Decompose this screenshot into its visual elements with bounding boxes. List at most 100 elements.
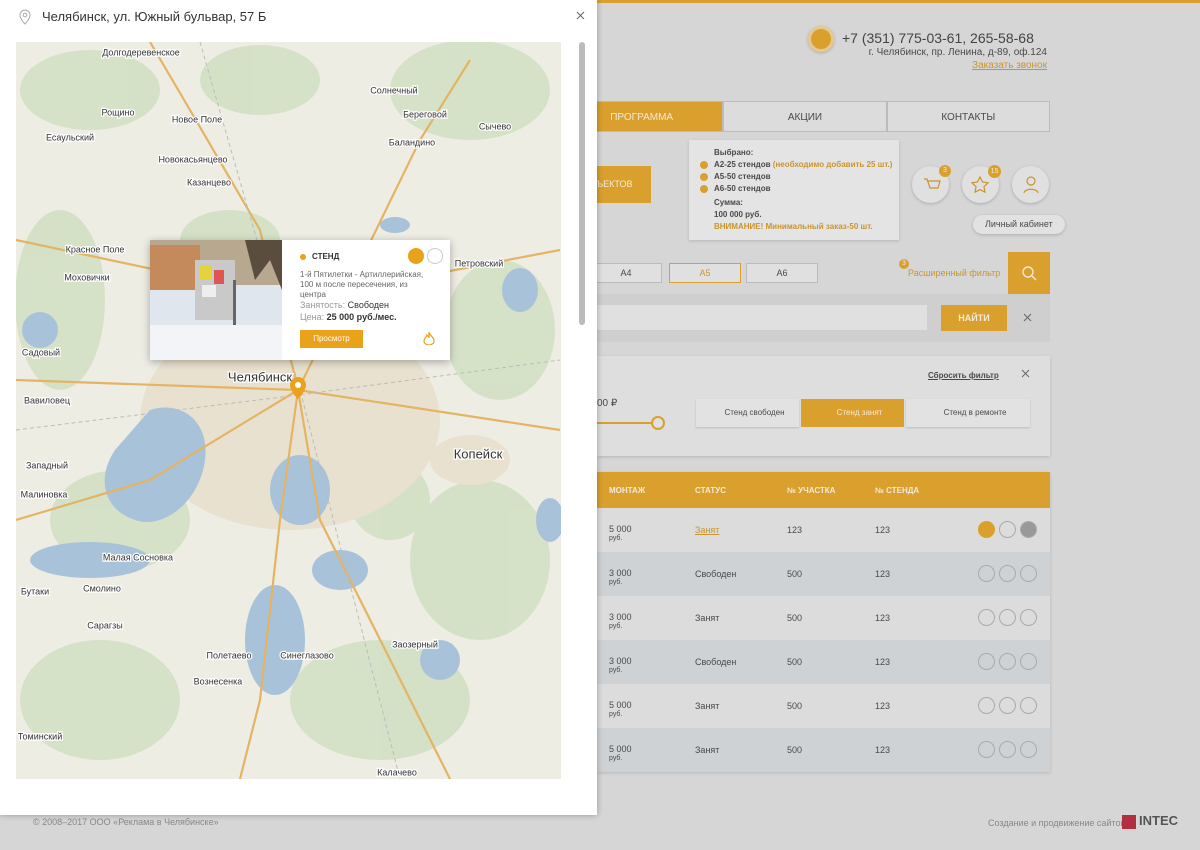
plot-number: 500 — [787, 657, 802, 667]
occupancy: Занятость: Свободен — [300, 300, 389, 310]
row-favorite[interactable] — [999, 521, 1016, 538]
slider-handle[interactable] — [651, 416, 665, 430]
column-header: СТАТУС — [695, 486, 726, 495]
objects-button[interactable]: ЪЕКТОВ — [590, 166, 651, 203]
phone-icon — [808, 26, 834, 52]
mount-unit: руб. — [609, 755, 622, 762]
plot-number: 500 — [787, 569, 802, 579]
popup-favorite[interactable] — [427, 248, 443, 264]
format-tab[interactable]: А6 — [746, 263, 818, 283]
stand-number: 123 — [875, 525, 890, 535]
row-view[interactable] — [1020, 741, 1037, 758]
row-favorite[interactable] — [999, 565, 1016, 582]
cart-summary: Выбрано: А2-25 стендов (необходимо добав… — [689, 140, 899, 240]
map-label: Малая Сосновка — [103, 552, 173, 562]
row-cart[interactable] — [978, 565, 995, 582]
sum-label: Сумма: — [714, 197, 899, 209]
status-option[interactable]: Стенд свободен — [696, 399, 799, 427]
map-label: Садовый — [22, 347, 60, 357]
modal-close[interactable] — [576, 11, 586, 21]
map-label: Калачево — [377, 767, 417, 777]
row-view[interactable] — [1020, 565, 1037, 582]
map-label: Челябинск — [228, 369, 292, 384]
search-button[interactable]: НАЙТИ — [941, 305, 1007, 331]
phone: +7 (351) 775-03-61, 265-58-68 — [842, 30, 1034, 46]
row-cart[interactable] — [978, 609, 995, 626]
price-label: Цена: — [300, 312, 324, 322]
column-header: № СТЕНДА — [875, 486, 919, 495]
status: Занят — [695, 613, 719, 623]
view-button[interactable]: Просмотр — [300, 330, 363, 348]
mount-unit: руб. — [609, 535, 622, 542]
row-favorite[interactable] — [999, 741, 1016, 758]
status[interactable]: Занят — [695, 525, 719, 535]
map-label: Есаульский — [46, 132, 94, 142]
cart-item: А2-25 стендов (необходимо добавить 25 шт… — [714, 159, 899, 171]
search-toggle[interactable] — [1008, 252, 1050, 294]
row-favorite[interactable] — [999, 697, 1016, 714]
row-view[interactable] — [1020, 653, 1037, 670]
search-clear[interactable] — [1022, 312, 1034, 324]
nav-item[interactable]: КОНТАКТЫ — [887, 101, 1050, 132]
row-cart[interactable] — [978, 653, 995, 670]
mount-price: 3 000 — [609, 612, 632, 622]
row-view[interactable] — [1020, 521, 1037, 538]
status: Занят — [695, 745, 719, 755]
cart-item: А6-50 стендов — [714, 183, 899, 195]
table-body: 5 000руб.Занят1231233 000руб.Свободен500… — [597, 508, 1050, 772]
nav-item[interactable]: АКЦИИ — [723, 101, 886, 132]
row-cart[interactable] — [978, 697, 995, 714]
mount-price: 3 000 — [609, 656, 632, 666]
reset-filter[interactable]: Сбросить фильтр — [928, 371, 999, 380]
modal-address: Челябинск, ул. Южный бульвар, 57 Б — [42, 9, 266, 24]
row-view[interactable] — [1020, 697, 1037, 714]
account-label[interactable]: Личный кабинет — [973, 215, 1065, 234]
status: Занят — [695, 701, 719, 711]
filter-link[interactable]: Расширенный фильтр — [908, 268, 1000, 278]
stand-number: 123 — [875, 613, 890, 623]
row-cart[interactable] — [978, 741, 995, 758]
warning: ВНИМАНИЕ! Минимальный заказ-50 шт. — [714, 221, 899, 233]
callback-link[interactable]: Заказать звонок — [972, 60, 1047, 71]
status-option[interactable]: Стенд в ремонте — [906, 399, 1030, 427]
filter-close[interactable] — [1020, 368, 1032, 380]
table-row: 3 000руб.Свободен500123 — [597, 552, 1050, 596]
item-note: (необходимо добавить 25 шт.) — [773, 160, 893, 169]
mount-unit: руб. — [609, 711, 622, 718]
map-label: Новое Поле — [172, 114, 222, 124]
row-favorite[interactable] — [999, 609, 1016, 626]
stand-number: 123 — [875, 701, 890, 711]
popup-description: 1-й Пятилетки - Артиллерийская, 100 м по… — [300, 270, 435, 300]
row-cart[interactable] — [978, 521, 995, 538]
map-label: Солнечный — [370, 85, 417, 95]
map-popup: СТЕНД 1-й Пятилетки - Артиллерийская, 10… — [150, 240, 450, 360]
map[interactable]: Долгодеревенское Рощино Есаульский Новое По… — [16, 42, 561, 779]
status-filter: Стенд свободенСтенд занятСтенд в ремонте — [696, 399, 1030, 427]
status-option[interactable]: Стенд занят — [801, 399, 904, 427]
location-icon — [18, 9, 32, 25]
stand-number: 123 — [875, 569, 890, 579]
cart-title: Выбрано: — [714, 148, 753, 157]
item-name: А2-25 стендов — [714, 160, 771, 169]
map-label: Новокасьянцево — [158, 154, 227, 164]
top-line — [597, 0, 1200, 3]
format-tab[interactable]: А4 — [590, 263, 662, 283]
map-label: Сарагзы — [87, 620, 122, 630]
row-favorite[interactable] — [999, 653, 1016, 670]
format-tabs: А4 А5А6 — [590, 263, 818, 283]
table-row: 5 000руб.Занят500123 — [597, 684, 1050, 728]
format-tab[interactable]: А5 — [669, 263, 741, 283]
table: МОНТАЖСТАТУС№ УЧАСТКА№ СТЕНДА 5 000руб.З… — [597, 472, 1050, 772]
plot-number: 500 — [787, 701, 802, 711]
popup-cart[interactable] — [408, 248, 424, 264]
map-label: Западный — [26, 460, 68, 470]
search-input[interactable] — [597, 305, 927, 330]
cart-items: А2-25 стендов (необходимо добавить 25 шт… — [714, 159, 899, 195]
scrollbar[interactable] — [579, 42, 585, 325]
row-view[interactable] — [1020, 609, 1037, 626]
map-label: Бутаки — [21, 586, 49, 596]
map-label: Долгодеревенское — [102, 47, 180, 57]
map-label: Рощино — [101, 107, 134, 117]
price-slider — [597, 422, 657, 424]
